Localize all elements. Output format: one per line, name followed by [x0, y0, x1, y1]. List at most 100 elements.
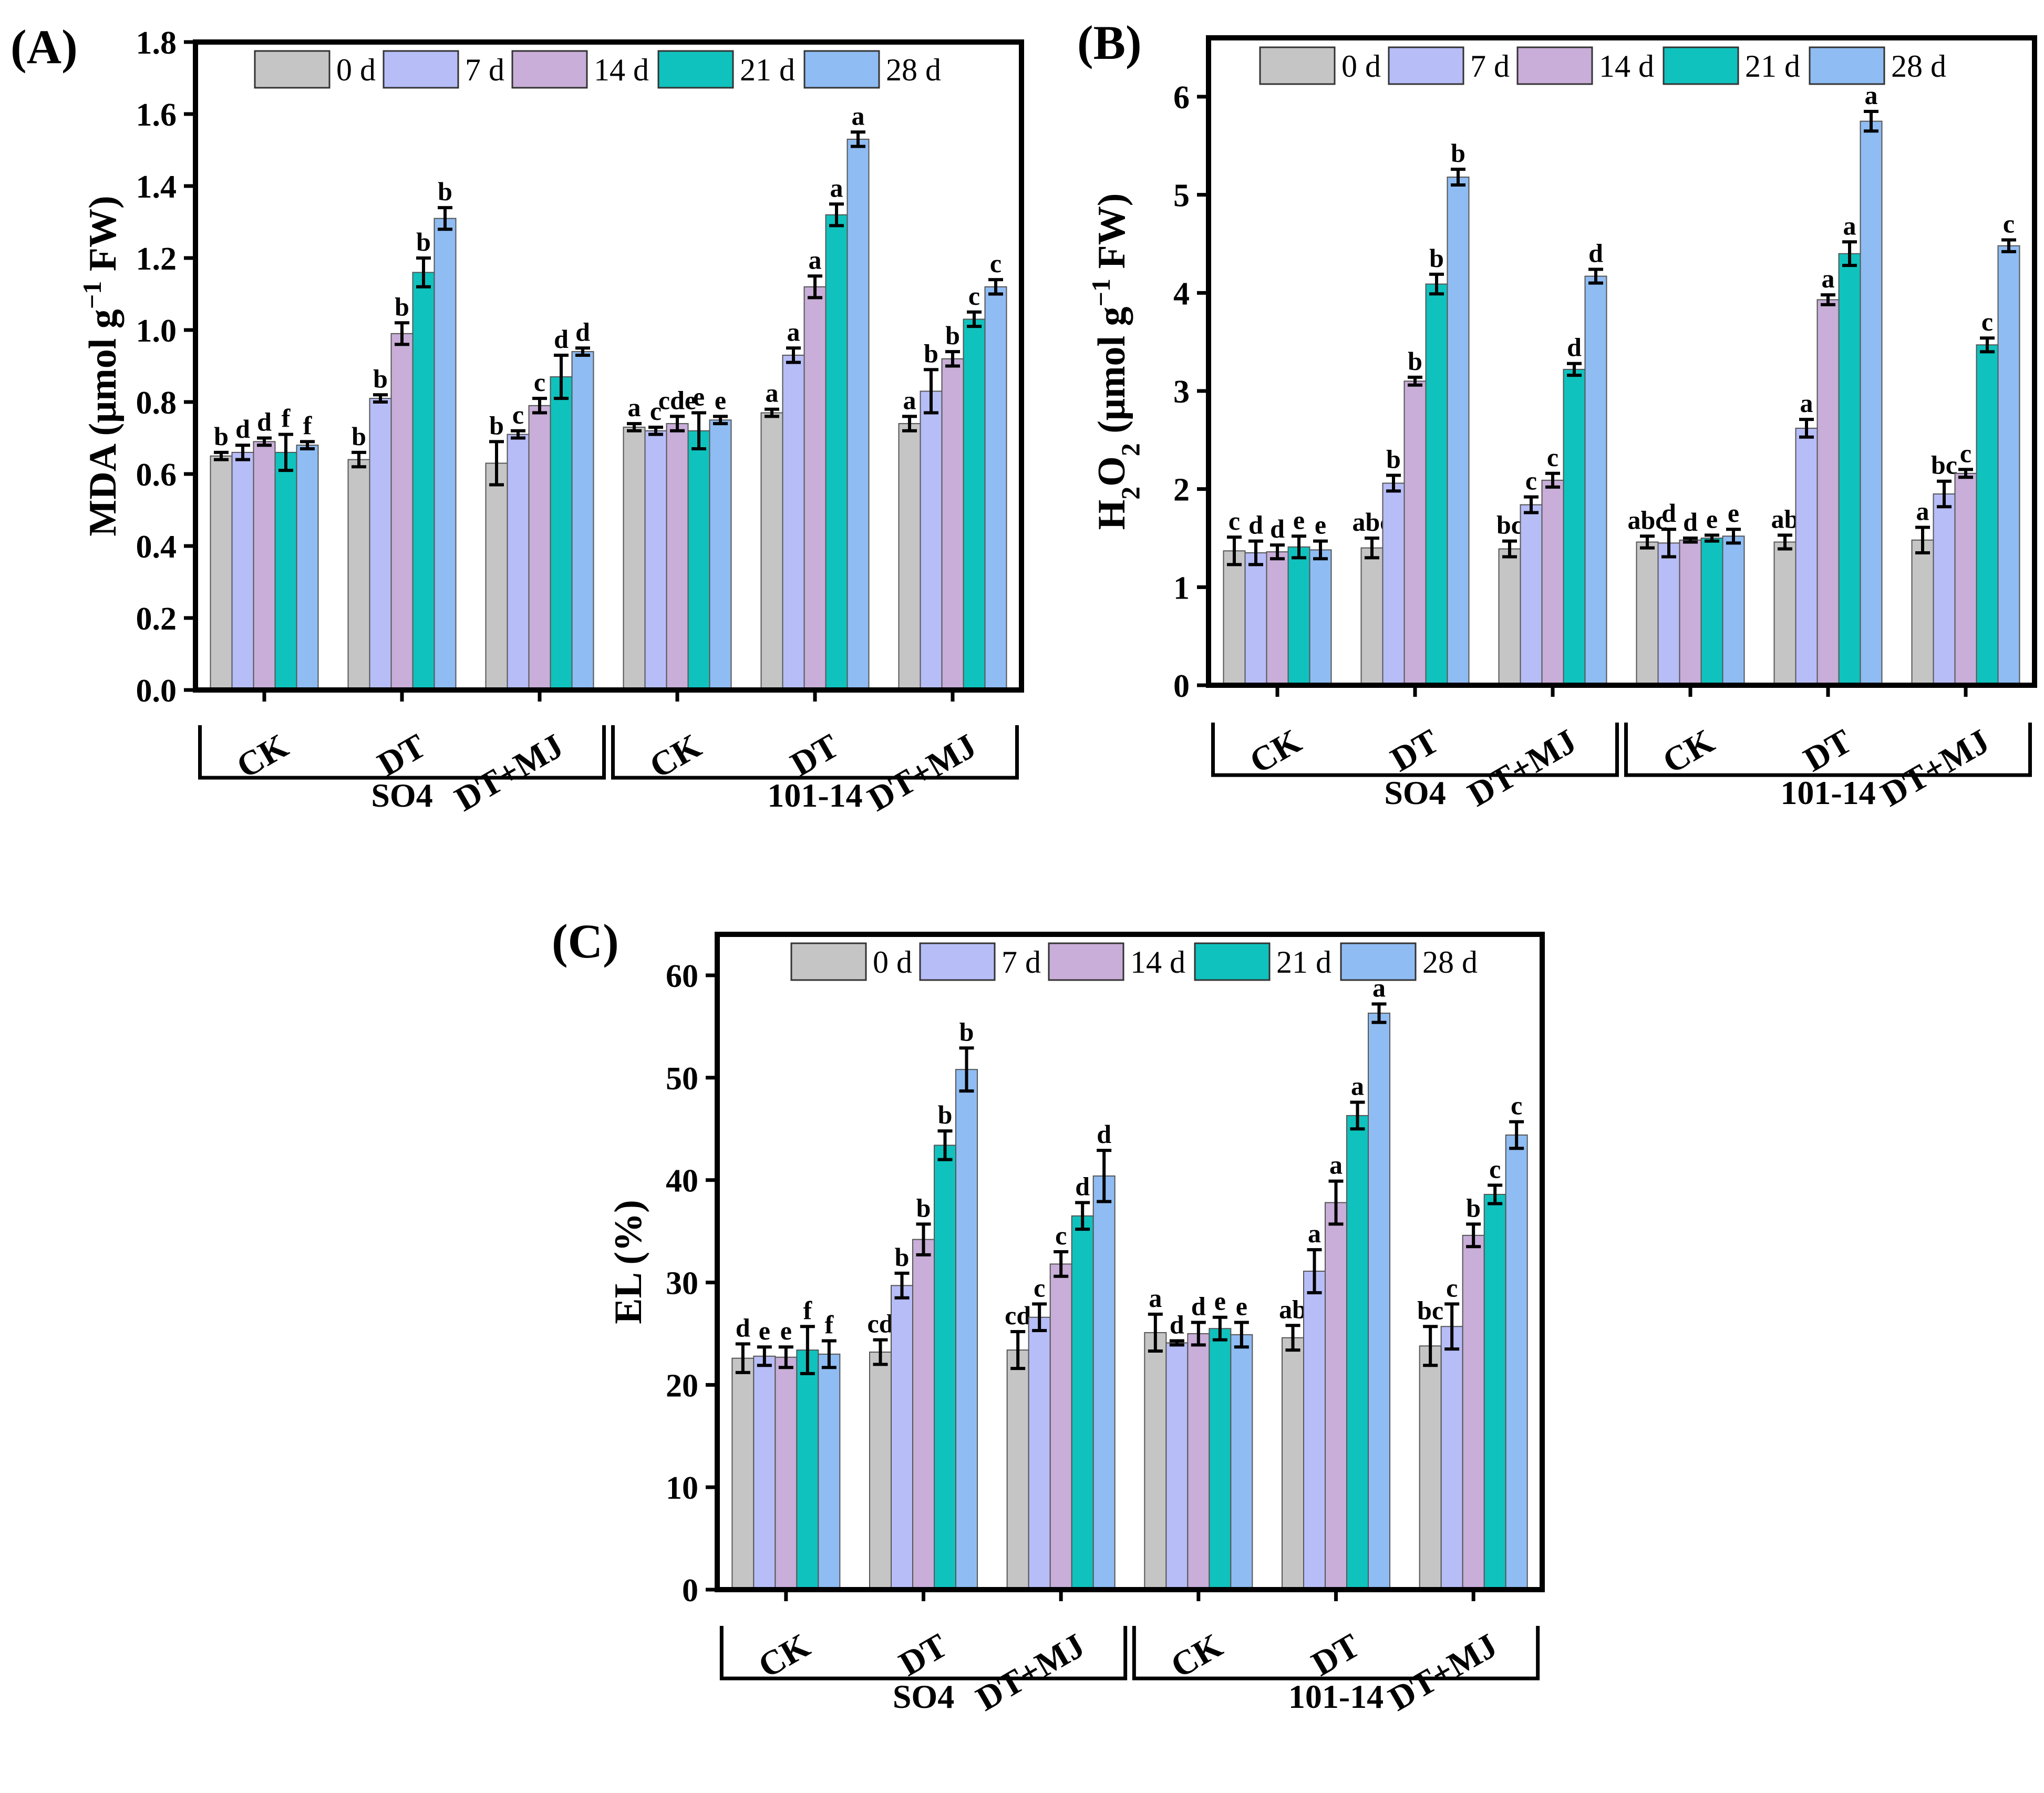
- y-tick-label: 0.4: [136, 529, 177, 565]
- significance-letter: b: [924, 338, 938, 368]
- bar-0d-1: [347, 459, 370, 691]
- bar-21d-2: [550, 376, 573, 691]
- panel-label: (A): [11, 20, 78, 74]
- bar-14d-4: [803, 286, 827, 691]
- bar-0d-0: [210, 455, 233, 691]
- bar-14d-0: [775, 1356, 798, 1590]
- significance-letter: e: [1728, 498, 1739, 528]
- plot-frame: [193, 39, 1024, 693]
- y-tick-label: 0.2: [136, 601, 177, 637]
- significance-letter: e: [693, 382, 705, 411]
- x-tick-label-dt-mj: DT+MJ: [448, 727, 570, 819]
- legend-swatch: [803, 50, 880, 89]
- y-tick-label: 60: [666, 959, 698, 994]
- x-tick-label-dt: DT: [1385, 722, 1446, 779]
- y-tick-label: 1.0: [136, 313, 177, 349]
- significance-letter: d: [1588, 239, 1603, 268]
- x-tick-label-dt: DT: [371, 727, 432, 784]
- legend-label: 0 d: [873, 945, 912, 980]
- y-tick-label: 1: [1173, 570, 1190, 606]
- legend-label: 28 d: [1422, 945, 1478, 980]
- bar-0d-3: [1144, 1332, 1167, 1590]
- y-tick-label: 10: [666, 1470, 698, 1506]
- legend-swatch: [1048, 942, 1124, 981]
- significance-letter: b: [916, 1193, 931, 1222]
- bar-0d-0: [731, 1357, 755, 1590]
- significance-letter: cd: [868, 1309, 894, 1338]
- bar-14d-0: [253, 441, 276, 691]
- significance-letter: b: [214, 421, 229, 451]
- significance-letter: b: [1386, 445, 1401, 474]
- bar-7d-1: [369, 398, 392, 691]
- significance-letter: b: [395, 292, 409, 321]
- y-tick-label: 6: [1173, 80, 1190, 116]
- significance-letter: a: [1149, 1283, 1162, 1313]
- significance-letter: e: [1315, 510, 1326, 540]
- significance-letter: d: [1170, 1310, 1184, 1339]
- y-tick-label: 2: [1173, 472, 1190, 508]
- bar-7d-5: [920, 390, 943, 691]
- legend-swatch: [1259, 46, 1336, 85]
- bar-0d-5: [1911, 539, 1934, 686]
- panel-label: (B): [1077, 16, 1142, 69]
- significance-letter: b: [1466, 1193, 1481, 1222]
- group-bracket: [719, 1626, 1128, 1681]
- bar-7d-4: [1795, 427, 1818, 686]
- bar-28d-0: [296, 445, 319, 691]
- significance-letter: d: [1683, 507, 1698, 537]
- bar-21d-3: [1700, 538, 1723, 686]
- bar-28d-5: [984, 286, 1007, 691]
- significance-letter: d: [1097, 1119, 1111, 1149]
- significance-letter: bc: [1417, 1295, 1443, 1325]
- significance-letter: bc: [1931, 450, 1957, 480]
- bar-0d-4: [1773, 541, 1797, 686]
- significance-letter: d: [235, 414, 250, 444]
- significance-letter: d: [736, 1313, 750, 1342]
- bar-14d-1: [1403, 380, 1427, 686]
- bar-28d-3: [1722, 535, 1745, 686]
- significance-letter: c: [650, 396, 662, 426]
- bar-21d-2: [1071, 1215, 1094, 1590]
- significance-letter: abc: [1628, 505, 1667, 534]
- legend-swatch: [1388, 46, 1464, 85]
- significance-letter: cd: [1005, 1301, 1031, 1330]
- significance-letter: d: [1191, 1291, 1206, 1321]
- significance-letter: e: [1706, 504, 1718, 533]
- significance-letter: a: [830, 173, 843, 202]
- bar-0d-2: [1006, 1349, 1029, 1591]
- bar-7d-2: [1028, 1316, 1051, 1590]
- legend-label: 0 d: [1341, 49, 1381, 84]
- significance-letter: f: [825, 1310, 834, 1339]
- significance-letter: a: [1843, 211, 1856, 240]
- bar-14d-3: [1679, 539, 1702, 686]
- significance-letter: f: [803, 1295, 813, 1325]
- bar-0d-3: [623, 426, 646, 691]
- bar-14d-0: [1266, 551, 1289, 686]
- y-tick-label: 0.0: [136, 673, 177, 709]
- significance-letter: b: [352, 421, 366, 451]
- y-tick-label: 0.6: [136, 457, 177, 493]
- y-tick-label: 0: [1173, 668, 1190, 704]
- group-label-101-14: 101-14: [1288, 1678, 1384, 1715]
- bar-14d-2: [1541, 479, 1564, 686]
- bar-0d-0: [1223, 550, 1246, 686]
- legend-label: 14 d: [594, 53, 649, 87]
- significance-letter: a: [1865, 80, 1878, 110]
- significance-letter: c: [1511, 1091, 1522, 1120]
- x-tick-label-dt-mj: DT+MJ: [1382, 1626, 1504, 1719]
- significance-letter: e: [1236, 1291, 1247, 1321]
- bar-21d-5: [1976, 344, 1999, 686]
- bar-0d-4: [1282, 1337, 1304, 1590]
- x-tick-label-dt: DT: [784, 727, 845, 784]
- bar-7d-2: [1520, 504, 1543, 686]
- bar-21d-2: [1563, 368, 1586, 686]
- bar-28d-4: [1368, 1013, 1390, 1590]
- bar-21d-1: [412, 272, 435, 691]
- x-tick-label-dt-mj: DT+MJ: [861, 727, 983, 819]
- significance-letter: f: [282, 404, 291, 433]
- significance-letter: c: [1229, 506, 1240, 535]
- bar-0d-2: [1498, 548, 1521, 686]
- group-label-101-14: 101-14: [767, 777, 862, 814]
- bar-7d-0: [1244, 552, 1267, 686]
